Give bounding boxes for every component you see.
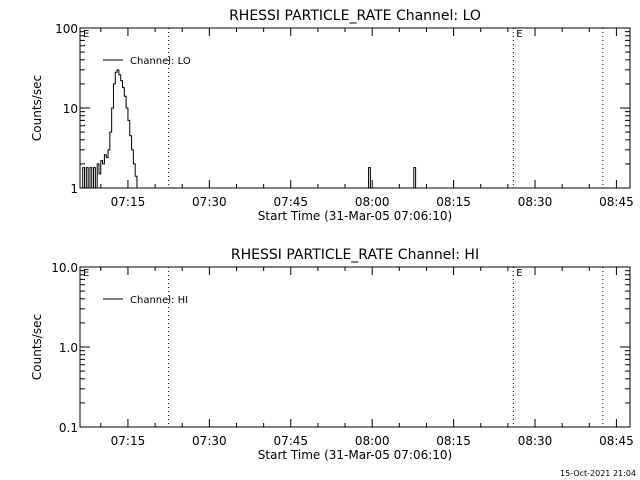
y-tick-label: 100 [55,22,78,36]
chart-title: RHESSI PARTICLE_RATE Channel: LO [229,8,481,24]
x-tick-label: 07:45 [273,195,308,209]
x-tick-label: 08:00 [355,434,390,448]
legend-entry: Channel: HI [130,295,188,306]
legend-entry: Channel: LO [130,56,191,67]
x-tick-label: 08:45 [599,195,634,209]
y-tick-label: 0.1 [59,421,78,435]
x-tick-label: 08:45 [599,434,634,448]
generation-timestamp: 15-Oct-2021 21:04 [560,469,636,478]
y-tick-label: 10.0 [51,261,78,275]
chart-panel-hi: RHESSI PARTICLE_RATE Channel: HI 07:15 07:… [30,247,634,462]
y-tick-label: 1.0 [59,341,78,355]
x-tick-label: 07:15 [111,195,146,209]
x-axis-label: Start Time (31-Mar-05 07:06:10) [258,209,452,223]
event-marker-label: E [516,29,522,40]
event-marker-label: E [516,268,522,279]
y-tick-label: 1 [70,182,78,196]
plot-frame [79,266,631,428]
x-tick-label: 08:15 [436,195,471,209]
chart-panel-lo: RHESSI PARTICLE_RATE Channel: LO 07:15 07:… [30,8,634,223]
chart-title: RHESSI PARTICLE_RATE Channel: HI [231,247,479,263]
x-axis-label: Start Time (31-Mar-05 07:06:10) [258,448,452,462]
plot-frame [79,27,631,189]
x-tick-label: 07:45 [273,434,308,448]
y-tick-label: 10 [63,102,78,116]
y-axis-label: Counts/sec [30,314,44,380]
x-tick-label: 08:15 [436,434,471,448]
y-axis-label: Counts/sec [30,75,44,141]
x-tick-label: 07:15 [111,434,146,448]
x-tick-label: 07:30 [192,434,227,448]
x-tick-label: 08:30 [518,434,553,448]
x-tick-label: 08:30 [518,195,553,209]
data-series-line [80,69,418,189]
x-tick-label: 08:00 [355,195,390,209]
x-tick-label: 07:30 [192,195,227,209]
event-marker-label: E [83,268,89,279]
event-marker-label: E [83,29,89,40]
